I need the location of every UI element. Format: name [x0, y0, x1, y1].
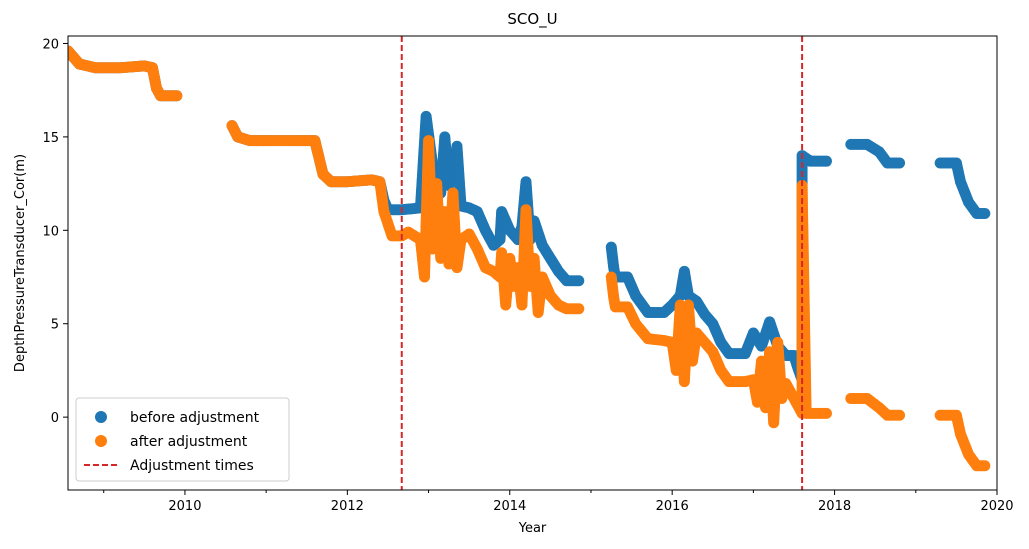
data-point — [171, 90, 183, 102]
legend-adjust-label: Adjustment times — [130, 458, 254, 474]
y-tick-label: 20 — [42, 37, 59, 52]
x-tick-label: 2010 — [168, 499, 201, 514]
chart-title: SCO_U — [507, 10, 557, 29]
plot-frame — [67, 35, 998, 491]
y-tick-label: 15 — [42, 131, 59, 146]
y-tick-label: 0 — [51, 411, 59, 426]
y-axis-title: DepthPressureTransducer_Cor(m) — [13, 154, 28, 372]
data-point — [894, 409, 906, 421]
y-tick-label: 10 — [42, 224, 59, 239]
x-tick-label: 2018 — [818, 499, 851, 514]
data-point — [820, 155, 832, 167]
x-tick-label: 2020 — [980, 499, 1013, 514]
legend-after-label: after adjustment — [130, 434, 248, 450]
plot-area — [67, 35, 998, 491]
data-point — [979, 207, 991, 219]
legend-box — [75, 397, 290, 482]
data-point — [820, 407, 832, 419]
data-point — [979, 460, 991, 472]
x-axis: 2010 2012 2014 2016 2018 2020 — [103, 490, 1014, 514]
legend-before-label: before adjustment — [130, 410, 260, 426]
legend-after-marker — [95, 435, 107, 447]
data-markers — [68, 45, 991, 472]
y-tick-label: 5 — [51, 318, 59, 333]
x-tick-label: 2014 — [493, 499, 526, 514]
legend: before adjustment after adjustment Adjus… — [75, 397, 290, 482]
y-axis: 0 5 10 15 20 — [42, 37, 68, 426]
data-point — [573, 303, 585, 315]
x-axis-title: Year — [518, 521, 547, 536]
data-point — [894, 157, 906, 169]
x-tick-label: 2012 — [331, 499, 364, 514]
data-point — [573, 275, 585, 287]
legend-before-marker — [95, 411, 107, 423]
x-tick-label: 2016 — [656, 499, 689, 514]
